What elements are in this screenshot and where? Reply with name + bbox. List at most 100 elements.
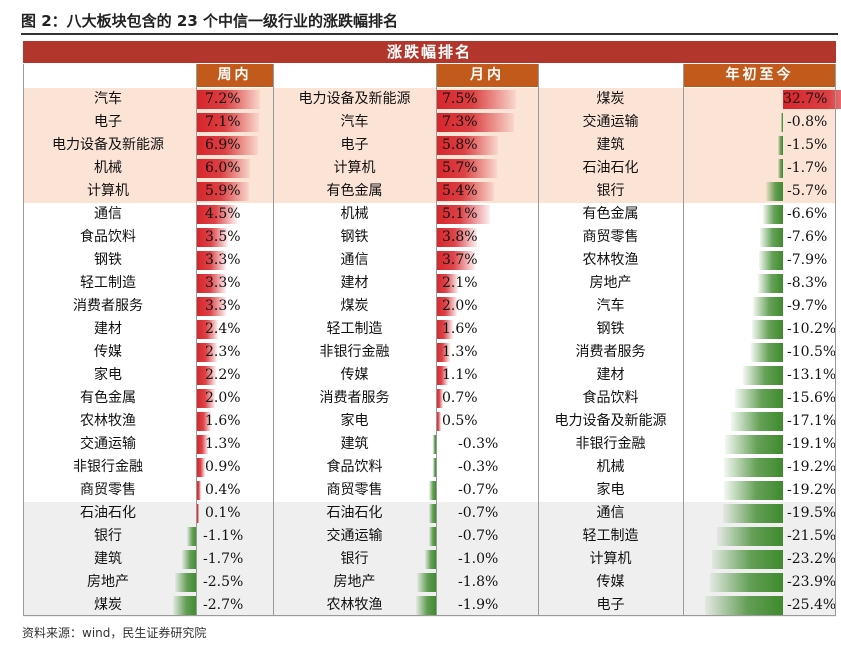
industry-name: 机械 <box>596 459 625 475</box>
change-bar <box>751 320 783 339</box>
industry-name: 非银行金融 <box>73 459 143 475</box>
change-value-label: -2.7% <box>203 597 244 613</box>
change-value-label: 2.2% <box>205 367 241 383</box>
change-value-label: -15.6% <box>787 390 837 406</box>
change-bar <box>757 274 783 293</box>
change-value-label: -8.3% <box>787 275 828 291</box>
industry-name: 石油石化 <box>582 160 639 176</box>
change-bar <box>730 412 783 431</box>
industry-name: 电力设备及新能源 <box>298 91 411 107</box>
table-row: 传媒 2.3% 非银行金融 1.3% 消费者服务 -10.5% <box>23 341 836 364</box>
industry-name: 农林牧渔 <box>326 597 383 613</box>
industry-name: 煤炭 <box>94 597 122 613</box>
change-bar <box>723 504 783 523</box>
change-value-label: 0.4% <box>205 482 241 498</box>
change-bar <box>197 113 260 132</box>
industry-name: 交通运输 <box>326 528 383 544</box>
industry-name: 电子 <box>94 114 122 130</box>
industry-name: 轻工制造 <box>326 321 383 337</box>
change-bar <box>197 136 258 155</box>
column-divider <box>835 64 836 616</box>
change-value-label: -0.7% <box>458 528 499 544</box>
table-row: 农林牧渔 1.6% 家电 0.5% 电力设备及新能源 -17.1% <box>23 410 836 433</box>
industry-name: 计算机 <box>589 551 632 567</box>
industry-name: 建筑 <box>596 137 625 153</box>
change-bar <box>432 458 436 477</box>
industry-name: 有色金属 <box>80 390 136 406</box>
industry-name: 家电 <box>94 367 122 383</box>
change-value-label: 3.3% <box>205 298 241 314</box>
change-value-label: -1.1% <box>203 528 244 544</box>
table-row: 建筑 -1.7% 银行 -1.0% 计算机 -23.2% <box>23 548 836 571</box>
column-header-week: 周内 <box>196 64 273 87</box>
change-value-label: 3.7% <box>442 252 478 268</box>
change-bar <box>428 527 436 546</box>
industry-name: 建筑 <box>94 551 122 567</box>
change-bar <box>436 274 459 293</box>
change-bar <box>197 228 228 247</box>
change-value-label: 0.5% <box>442 413 478 429</box>
industry-name: 汽车 <box>94 91 122 107</box>
industry-name: 消费者服务 <box>73 298 143 314</box>
change-bar <box>762 205 783 224</box>
change-value-label: 3.3% <box>205 275 241 291</box>
change-bar <box>436 251 476 270</box>
change-bar <box>765 182 783 201</box>
change-value-label: 5.7% <box>442 160 478 176</box>
change-value-label: -13.1% <box>787 367 837 383</box>
change-bar <box>780 113 783 132</box>
change-bar <box>428 504 436 523</box>
industry-name: 钢铁 <box>94 252 122 268</box>
industry-name: 有色金属 <box>326 183 383 199</box>
change-value-label: -1.9% <box>458 597 499 613</box>
table-bottom-rule <box>23 615 836 616</box>
change-bar <box>436 412 442 431</box>
industry-name: 建材 <box>94 321 122 337</box>
industry-name: 汽车 <box>596 298 625 314</box>
table-row: 石油石化 0.1% 石油石化 -0.7% 通信 -19.5% <box>23 502 836 525</box>
change-value-label: -1.5% <box>787 137 828 153</box>
industry-name: 银行 <box>596 183 625 199</box>
change-bar <box>783 90 841 109</box>
industry-name: 食品饮料 <box>80 229 136 245</box>
change-value-label: -10.2% <box>787 321 837 337</box>
industry-name: 交通运输 <box>582 114 639 130</box>
industry-name: 石油石化 <box>80 505 136 521</box>
change-bar <box>777 159 783 178</box>
change-value-label: -2.5% <box>203 574 244 590</box>
industry-name: 汽车 <box>340 114 369 130</box>
change-bar <box>425 550 436 569</box>
change-bar <box>717 527 783 546</box>
change-value-label: -19.2% <box>787 482 837 498</box>
industry-name: 轻工制造 <box>582 528 639 544</box>
industry-name: 交通运输 <box>80 436 136 452</box>
change-value-label: 1.1% <box>442 367 478 383</box>
change-value-label: 7.2% <box>205 91 241 107</box>
change-value-label: 5.9% <box>205 183 241 199</box>
table-header: 涨跌幅排名 <box>23 41 836 63</box>
change-bar <box>735 389 783 408</box>
change-value-label: 5.1% <box>442 206 478 222</box>
change-bar <box>778 136 783 155</box>
change-value-label: -7.9% <box>787 252 828 268</box>
industry-name: 建材 <box>596 367 625 383</box>
industry-name: 机械 <box>94 160 122 176</box>
industry-name: 传媒 <box>94 344 122 360</box>
change-bar <box>436 228 477 247</box>
change-value-label: -5.7% <box>787 183 828 199</box>
change-value-label: -19.1% <box>787 436 837 452</box>
industry-name: 电力设备及新能源 <box>554 413 667 429</box>
change-bar <box>428 481 436 500</box>
industry-name: 银行 <box>94 528 122 544</box>
change-value-label: -1.7% <box>787 160 828 176</box>
table-row: 建材 2.4% 轻工制造 1.6% 钢铁 -10.2% <box>23 318 836 341</box>
change-value-label: -6.6% <box>787 206 828 222</box>
change-value-label: -25.4% <box>787 597 837 613</box>
change-bar <box>432 435 436 454</box>
change-bar <box>436 320 454 339</box>
change-value-label: 7.3% <box>442 114 478 130</box>
industry-name: 建材 <box>340 275 369 291</box>
change-value-label: -0.7% <box>458 505 499 521</box>
change-value-label: -9.7% <box>787 298 828 314</box>
change-bar <box>753 297 783 316</box>
